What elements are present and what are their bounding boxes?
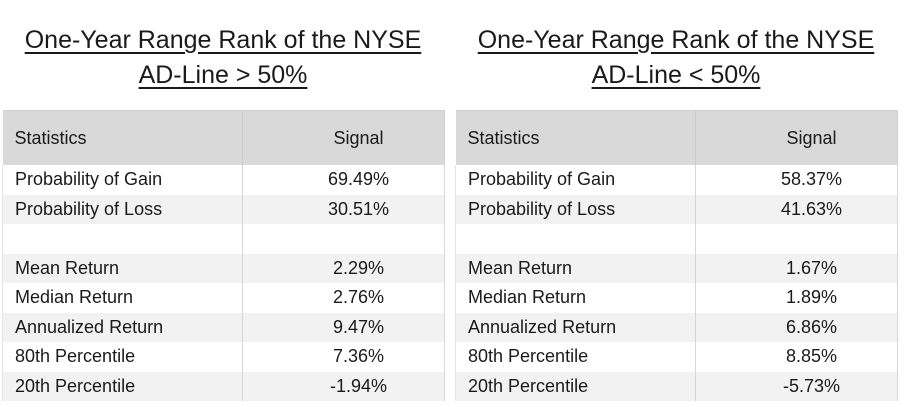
statistics-table: Statistics Signal Probability of Gain 58…: [455, 110, 898, 401]
row-label: 80th Percentile: [455, 342, 696, 372]
statistics-table: Statistics Signal Probability of Gain 69…: [2, 110, 445, 401]
row-value: 69.49%: [242, 165, 445, 195]
table-row: [2, 224, 445, 254]
table-row: 80th Percentile 7.36%: [2, 342, 445, 372]
row-label: [455, 224, 696, 254]
row-label: Median Return: [455, 283, 696, 313]
table-row: [455, 224, 898, 254]
panel-title-line1: One-Year Range Rank of the NYSE: [24, 26, 422, 54]
row-value: 6.86%: [695, 312, 898, 342]
row-value: -1.94%: [242, 371, 445, 401]
row-value: 7.36%: [242, 342, 445, 372]
row-value: -5.73%: [695, 371, 898, 401]
row-label: Mean Return: [455, 253, 696, 283]
header-signal: Signal: [242, 110, 445, 165]
table-row: 80th Percentile 8.85%: [455, 342, 898, 372]
table-row: Median Return 2.76%: [2, 283, 445, 313]
header-statistics: Statistics: [455, 110, 696, 165]
row-label: Annualized Return: [455, 312, 696, 342]
row-label: 80th Percentile: [2, 342, 243, 372]
row-label: Probability of Gain: [2, 165, 243, 195]
row-value: 2.29%: [242, 253, 445, 283]
table-row: Annualized Return 6.86%: [455, 312, 898, 342]
row-value: 30.51%: [242, 194, 445, 224]
row-label: Probability of Gain: [455, 165, 696, 195]
table-row: 20th Percentile -5.73%: [455, 371, 898, 401]
table-header-row: Statistics Signal: [2, 110, 445, 165]
left-panel: One-Year Range Rank of the NYSE AD-Line …: [2, 0, 445, 407]
table-row: Annualized Return 9.47%: [2, 312, 445, 342]
row-label: Probability of Loss: [2, 194, 243, 224]
row-label: Probability of Loss: [455, 194, 696, 224]
row-value: [242, 224, 445, 254]
row-label: Median Return: [2, 283, 243, 313]
row-value: 41.63%: [695, 194, 898, 224]
table-row: Mean Return 2.29%: [2, 253, 445, 283]
row-value: 2.76%: [242, 283, 445, 313]
row-value: 9.47%: [242, 312, 445, 342]
panel-title-line1: One-Year Range Rank of the NYSE: [477, 26, 875, 54]
table-row: Mean Return 1.67%: [455, 253, 898, 283]
row-value: 1.67%: [695, 253, 898, 283]
row-label: Annualized Return: [2, 312, 243, 342]
table-row: 20th Percentile -1.94%: [2, 371, 445, 401]
panel-title-line2: AD-Line < 50%: [591, 61, 761, 89]
table-row: Median Return 1.89%: [455, 283, 898, 313]
row-value: 8.85%: [695, 342, 898, 372]
header-statistics: Statistics: [2, 110, 243, 165]
table-row: Probability of Gain 69.49%: [2, 165, 445, 195]
table-header-row: Statistics Signal: [455, 110, 898, 165]
header-signal: Signal: [695, 110, 898, 165]
table-row: Probability of Loss 41.63%: [455, 194, 898, 224]
row-label: 20th Percentile: [2, 371, 243, 401]
row-value: 58.37%: [695, 165, 898, 195]
table-row: Probability of Loss 30.51%: [2, 194, 445, 224]
row-value: 1.89%: [695, 283, 898, 313]
row-label: [2, 224, 243, 254]
row-value: [695, 224, 898, 254]
panel-title-line2: AD-Line > 50%: [138, 61, 308, 89]
right-panel: One-Year Range Rank of the NYSE AD-Line …: [455, 0, 898, 407]
row-label: Mean Return: [2, 253, 243, 283]
table-row: Probability of Gain 58.37%: [455, 165, 898, 195]
row-label: 20th Percentile: [455, 371, 696, 401]
